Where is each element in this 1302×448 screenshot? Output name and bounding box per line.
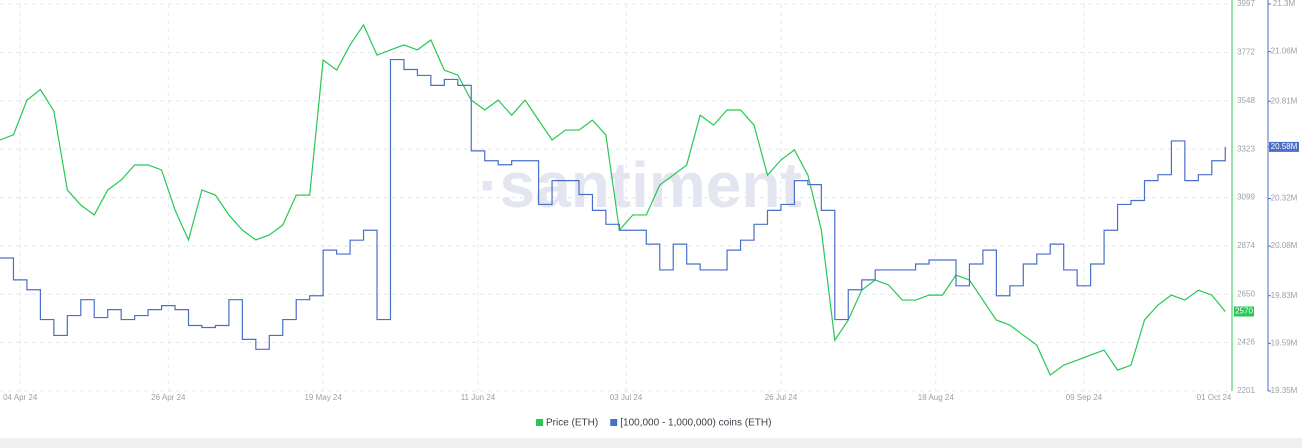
y-tick-label: 3323 (1237, 144, 1255, 153)
x-tick-label: 04 Apr 24 (3, 393, 38, 402)
series-line (0, 23, 1226, 376)
y-tick-label: 3772 (1237, 48, 1255, 57)
x-tick-label: 09 Sep 24 (1066, 393, 1103, 402)
y-tick-label: 2650 (1237, 289, 1255, 298)
y-tick-label: 3997 (1237, 0, 1255, 8)
current-value-label: 20.58M (1271, 142, 1298, 151)
y2-tick-label: 19.59M (1271, 338, 1298, 347)
legend: Price (ETH) [100,000 - 1,000,000) coins (… (536, 418, 771, 429)
y2-tick-label: 19.35M (1271, 386, 1298, 395)
watermark: ·santiment (478, 149, 802, 221)
y2-tick-label: 20.32M (1271, 194, 1298, 203)
y-tick-label: 3548 (1237, 96, 1255, 105)
series-line (0, 58, 1226, 350)
x-tick-label: 18 Aug 24 (918, 393, 955, 402)
legend-label: Price (ETH) (546, 418, 598, 429)
x-tick-label: 03 Jul 24 (610, 393, 643, 402)
x-tick-label: 26 Jul 24 (765, 393, 798, 402)
y-tick-label: 2201 (1237, 386, 1255, 395)
x-tick-label: 01 Oct 24 (1197, 393, 1232, 402)
y2-tick-label: 19.83M (1271, 291, 1298, 300)
y2-tick-label: 20.81M (1271, 96, 1298, 105)
x-tick-label: 26 Apr 24 (151, 393, 186, 402)
legend-swatch (610, 419, 618, 426)
legend-swatch (536, 419, 543, 426)
y2-tick-label: 20.08M (1271, 241, 1298, 250)
current-value-label: 2570 (1235, 307, 1253, 316)
y-tick-label: 2426 (1237, 338, 1255, 347)
y-tick-label: 2874 (1237, 241, 1255, 250)
x-tick-label: 11 Jun 24 (461, 393, 496, 402)
legend-label: [100,000 - 1,000,000) coins (ETH) (620, 418, 771, 429)
footer-bar (0, 438, 1302, 448)
y-tick-label: 3099 (1237, 193, 1255, 202)
y2-tick-label: 21.3M (1273, 0, 1296, 8)
x-tick-label: 19 May 24 (304, 393, 342, 402)
current-value-badge (1234, 306, 1254, 317)
current-value-badge (1269, 141, 1299, 152)
y2-tick-label: 21.06M (1271, 47, 1298, 56)
